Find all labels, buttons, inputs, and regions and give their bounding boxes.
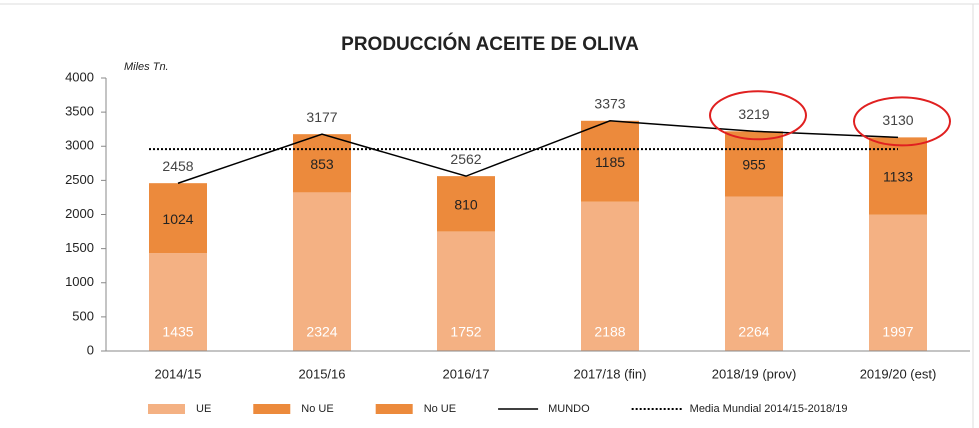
y-tick-label: 3500: [65, 104, 94, 119]
bar-segment: [725, 131, 783, 197]
x-tick-label: 2019/20 (est): [860, 366, 937, 381]
bar-segment: [293, 134, 351, 193]
y-tick-label: 500: [72, 308, 94, 323]
y-tick-label: 2500: [65, 172, 94, 187]
data-label: 1997: [882, 324, 913, 340]
bar-segment: [869, 137, 927, 215]
x-tick-label: 2018/19 (prov): [712, 366, 797, 381]
x-tick-label: 2017/18 (fin): [574, 366, 647, 381]
y-tick-label: 2000: [65, 206, 94, 221]
bar-segment: [437, 231, 495, 351]
data-label: 2188: [594, 324, 625, 340]
chart-title: PRODUCCIÓN ACEITE DE OLIVA: [341, 33, 639, 55]
data-label: 1024: [162, 211, 193, 227]
y-tick-label: 1500: [65, 240, 94, 255]
data-label: 2264: [738, 324, 769, 340]
line-label: 3130: [882, 112, 913, 128]
data-label: 1133: [883, 169, 913, 185]
bar-segment: [293, 192, 351, 351]
data-label: 1185: [595, 154, 625, 170]
bar-segment: [149, 183, 207, 254]
x-tick-label: 2016/17: [443, 366, 490, 381]
x-tick-label: 2015/16: [299, 366, 346, 381]
x-tick-label: 2014/15: [155, 366, 202, 381]
legend-label: Media Mundial 2014/15-2018/19: [690, 403, 848, 415]
data-label: 853: [310, 156, 334, 172]
data-label: 810: [454, 196, 478, 212]
highlight-circle: [853, 96, 951, 147]
line-label: 3177: [306, 109, 337, 125]
y-axis-label: Miles Tn.: [124, 61, 169, 73]
line-label: 3373: [594, 95, 625, 111]
bar-segment: [581, 120, 639, 202]
highlight-circle: [709, 90, 807, 141]
bar-segment: [725, 196, 783, 351]
bar-segment: [869, 214, 927, 351]
legend-swatch: [148, 404, 185, 414]
line-label: 3219: [738, 106, 769, 122]
data-label: 955: [742, 157, 766, 173]
legend-label: No UE: [424, 403, 456, 415]
line-label: 2562: [450, 151, 481, 167]
y-tick-label: 3000: [65, 138, 94, 153]
y-tick-label: 0: [87, 342, 94, 357]
legend-label: MUNDO: [548, 403, 590, 415]
bar-segment: [437, 176, 495, 232]
legend-label: No UE: [301, 403, 333, 415]
data-label: 1752: [450, 324, 481, 340]
line-label: 2458: [162, 158, 193, 174]
bar-segment: [581, 201, 639, 351]
y-tick-label: 4000: [65, 69, 94, 84]
bar-segment: [149, 253, 207, 351]
y-tick-label: 1000: [65, 274, 94, 289]
data-label: 2324: [306, 324, 337, 340]
legend-label: UE: [196, 403, 211, 415]
data-label: 1435: [162, 324, 193, 340]
legend-swatch: [253, 404, 291, 414]
legend-swatch: [375, 404, 413, 414]
